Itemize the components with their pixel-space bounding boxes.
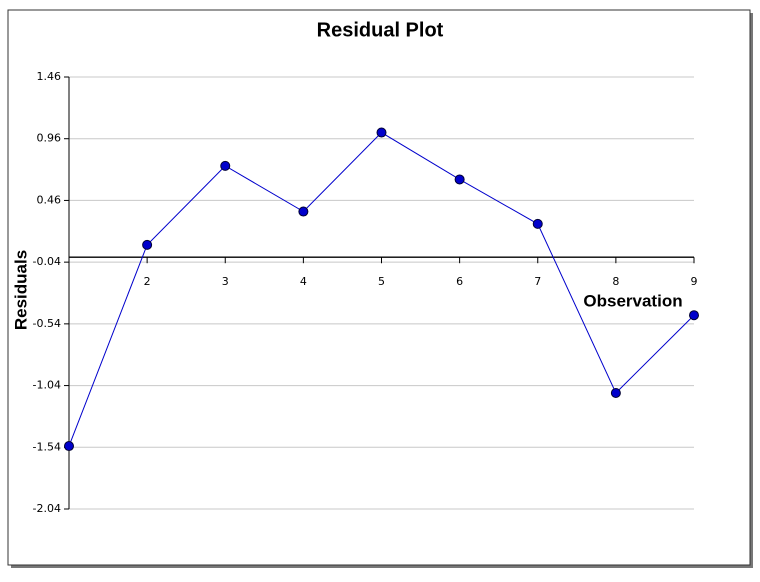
data-point: [220, 160, 231, 171]
data-point: [64, 441, 74, 452]
x-tick-label: 8: [612, 275, 619, 288]
y-axis-title: Residuals: [11, 250, 30, 330]
y-tick-label: -2.04: [33, 502, 61, 515]
data-point: [532, 218, 543, 229]
data-point: [142, 239, 153, 250]
x-axis-title: Observation: [583, 291, 682, 310]
x-tick-label: 3: [222, 275, 229, 288]
x-tick-label: 4: [300, 275, 307, 288]
data-point: [689, 310, 699, 321]
chart-title: Residual Plot: [317, 19, 444, 41]
y-tick-label: 0.96: [37, 132, 62, 145]
x-tick-label: 2: [144, 275, 151, 288]
plot-area: 1.46 0.96 0.46 -0.04 -0.54 -1.04 -1.54 -2.04 2 3 4…: [33, 70, 699, 515]
y-tick-label: -1.54: [33, 440, 61, 453]
x-tick-label: 9: [691, 275, 698, 288]
y-tick-label: -0.54: [33, 317, 61, 330]
data-point: [454, 174, 465, 185]
y-tick-label: 1.46: [37, 70, 62, 83]
y-tick-label: 0.46: [37, 193, 62, 206]
data-point: [376, 127, 387, 138]
frame: [7, 9, 751, 566]
x-tick-label: 6: [456, 275, 463, 288]
data-point: [610, 387, 621, 398]
x-tick-label: 7: [534, 275, 541, 288]
data-point: [298, 206, 309, 217]
x-tick-label: 5: [378, 275, 385, 288]
y-tick-label: -0.04: [33, 255, 61, 268]
y-tick-label: -1.04: [33, 379, 61, 392]
